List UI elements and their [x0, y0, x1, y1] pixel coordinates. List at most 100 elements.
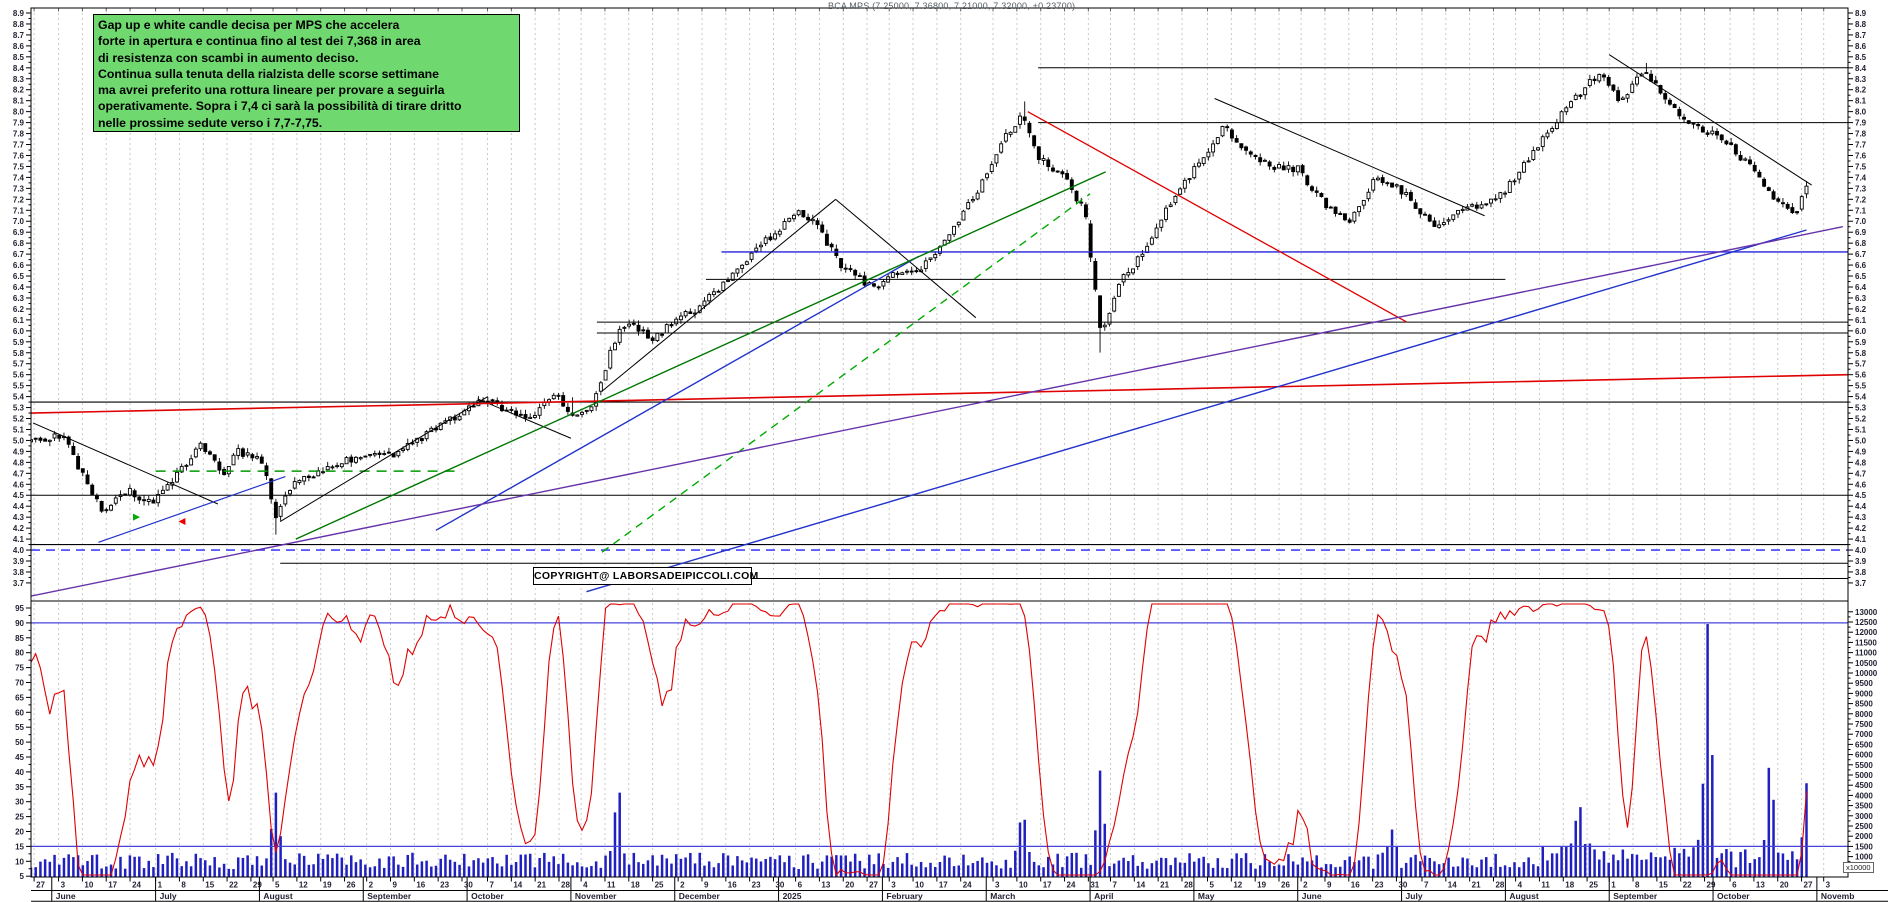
svg-text:5.9: 5.9 — [1855, 338, 1867, 347]
svg-text:26: 26 — [1281, 881, 1290, 890]
trendlines-layer — [31, 54, 1848, 597]
svg-text:9: 9 — [1327, 881, 1332, 890]
svg-text:6.5: 6.5 — [1855, 272, 1867, 281]
svg-text:5.9: 5.9 — [13, 338, 25, 347]
svg-text:15: 15 — [205, 881, 214, 890]
indicator-layer — [31, 603, 1848, 877]
svg-text:8.2: 8.2 — [1855, 86, 1867, 95]
svg-text:7.9: 7.9 — [1855, 119, 1867, 128]
svg-text:4.3: 4.3 — [13, 513, 25, 522]
svg-text:4.5: 4.5 — [13, 491, 25, 500]
svg-text:18: 18 — [631, 881, 640, 890]
svg-text:5.6: 5.6 — [13, 371, 25, 380]
svg-text:17: 17 — [939, 881, 948, 890]
svg-text:7.8: 7.8 — [1855, 130, 1867, 139]
svg-text:11: 11 — [607, 881, 616, 890]
svg-text:1000: 1000 — [1855, 853, 1873, 862]
svg-text:4: 4 — [1518, 881, 1523, 890]
svg-text:30: 30 — [1398, 881, 1407, 890]
svg-text:7.2: 7.2 — [1855, 195, 1867, 204]
svg-text:8.4: 8.4 — [1855, 64, 1867, 73]
svg-text:7.6: 7.6 — [1855, 151, 1867, 160]
svg-text:24: 24 — [1067, 881, 1076, 890]
svg-text:14: 14 — [1448, 881, 1457, 890]
svg-text:25: 25 — [15, 813, 24, 822]
svg-text:5.2: 5.2 — [13, 415, 25, 424]
svg-text:9000: 9000 — [1855, 689, 1873, 698]
svg-text:12: 12 — [299, 881, 308, 890]
svg-text:3.7: 3.7 — [1855, 579, 1867, 588]
svg-text:5.0: 5.0 — [13, 436, 25, 445]
svg-text:2: 2 — [1303, 881, 1308, 890]
svg-text:20: 20 — [845, 881, 854, 890]
svg-text:21: 21 — [1160, 881, 1169, 890]
svg-text:2025: 2025 — [783, 891, 802, 901]
svg-text:9: 9 — [392, 881, 397, 890]
svg-text:12: 12 — [1233, 881, 1242, 890]
svg-text:10: 10 — [1019, 881, 1028, 890]
svg-text:3.9: 3.9 — [13, 557, 25, 566]
candles-layer — [31, 62, 1809, 535]
svg-text:4.5: 4.5 — [1855, 491, 1867, 500]
svg-text:5: 5 — [275, 881, 280, 890]
svg-text:4.0: 4.0 — [13, 546, 25, 555]
svg-text:16: 16 — [1351, 881, 1360, 890]
svg-text:4.8: 4.8 — [1855, 458, 1867, 467]
svg-text:7.7: 7.7 — [13, 141, 25, 150]
svg-text:8.0: 8.0 — [13, 108, 25, 117]
svg-text:7000: 7000 — [1855, 730, 1873, 739]
svg-text:19: 19 — [1257, 881, 1266, 890]
svg-text:5000: 5000 — [1855, 771, 1873, 780]
annotation-line: forte in apertura e continua fino al tes… — [98, 34, 421, 49]
svg-text:8.8: 8.8 — [1855, 20, 1867, 29]
svg-text:75: 75 — [15, 664, 24, 673]
svg-text:November: November — [575, 891, 617, 901]
svg-text:2: 2 — [369, 881, 374, 890]
svg-text:40: 40 — [15, 768, 24, 777]
svg-text:12500: 12500 — [1855, 618, 1878, 627]
svg-text:4: 4 — [583, 881, 588, 890]
svg-text:22: 22 — [229, 881, 238, 890]
svg-text:February: February — [886, 891, 923, 901]
svg-text:7.7: 7.7 — [1855, 141, 1867, 150]
annotation-note: Gap up e white candle decisa per MPS che… — [93, 14, 520, 132]
svg-text:85: 85 — [15, 634, 24, 643]
svg-text:12000: 12000 — [1855, 628, 1878, 637]
svg-text:7.5: 7.5 — [13, 162, 25, 171]
svg-text:27: 27 — [869, 881, 878, 890]
svg-text:April: April — [1094, 891, 1113, 901]
svg-text:5.7: 5.7 — [13, 360, 25, 369]
svg-text:35: 35 — [15, 783, 24, 792]
svg-text:4500: 4500 — [1855, 781, 1873, 790]
svg-text:30: 30 — [15, 798, 24, 807]
svg-text:4.4: 4.4 — [13, 502, 25, 511]
svg-text:6.6: 6.6 — [1855, 261, 1867, 270]
svg-text:20: 20 — [15, 828, 24, 837]
svg-text:3.9: 3.9 — [1855, 557, 1867, 566]
svg-text:28: 28 — [1184, 881, 1193, 890]
svg-text:5.3: 5.3 — [1855, 404, 1867, 413]
svg-text:3.8: 3.8 — [1855, 568, 1867, 577]
svg-text:5.2: 5.2 — [1855, 415, 1867, 424]
svg-text:10: 10 — [84, 881, 93, 890]
svg-text:5.8: 5.8 — [1855, 349, 1867, 358]
svg-text:4.3: 4.3 — [1855, 513, 1867, 522]
svg-text:7.1: 7.1 — [13, 206, 25, 215]
svg-text:16: 16 — [728, 881, 737, 890]
svg-text:13: 13 — [821, 881, 830, 890]
svg-text:4.7: 4.7 — [1855, 469, 1867, 478]
svg-text:6.4: 6.4 — [1855, 283, 1867, 292]
svg-text:10000: 10000 — [1855, 669, 1878, 678]
svg-text:8.7: 8.7 — [1855, 31, 1867, 40]
svg-text:4.1: 4.1 — [13, 535, 25, 544]
svg-text:6.3: 6.3 — [13, 294, 25, 303]
svg-text:8.1: 8.1 — [1855, 97, 1867, 106]
svg-text:23: 23 — [1375, 881, 1384, 890]
svg-text:7.6: 7.6 — [13, 151, 25, 160]
svg-text:27: 27 — [36, 881, 45, 890]
svg-text:11: 11 — [1541, 881, 1550, 890]
svg-text:September: September — [1613, 891, 1658, 901]
svg-text:December: December — [679, 891, 721, 901]
svg-text:50: 50 — [15, 738, 24, 747]
